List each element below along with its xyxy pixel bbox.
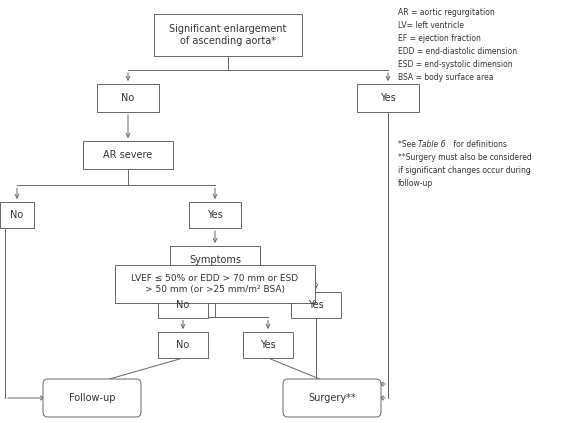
FancyBboxPatch shape [83, 141, 173, 169]
FancyBboxPatch shape [189, 202, 241, 228]
FancyBboxPatch shape [283, 379, 381, 417]
FancyBboxPatch shape [170, 246, 260, 274]
Text: No: No [176, 300, 190, 310]
FancyBboxPatch shape [0, 202, 34, 228]
FancyBboxPatch shape [97, 84, 159, 112]
Text: EF = ejection fraction: EF = ejection fraction [398, 34, 481, 43]
Text: No: No [121, 93, 135, 103]
Text: No: No [176, 340, 190, 350]
Text: Symptoms: Symptoms [189, 255, 241, 265]
Text: Table 6: Table 6 [418, 140, 446, 149]
FancyBboxPatch shape [115, 265, 315, 303]
Text: No: No [10, 210, 24, 220]
FancyBboxPatch shape [291, 292, 341, 318]
Text: Significant enlargement
of ascending aorta*: Significant enlargement of ascending aor… [169, 24, 287, 46]
Text: AR = aortic regurgitation: AR = aortic regurgitation [398, 8, 495, 17]
FancyBboxPatch shape [357, 84, 419, 112]
FancyBboxPatch shape [154, 14, 302, 56]
Text: Surgery**: Surgery** [308, 393, 356, 403]
Text: AR severe: AR severe [103, 150, 153, 160]
FancyBboxPatch shape [243, 332, 293, 358]
FancyBboxPatch shape [158, 332, 208, 358]
Text: for definitions: for definitions [451, 140, 507, 149]
Text: Yes: Yes [260, 340, 276, 350]
Text: Follow-up: Follow-up [69, 393, 115, 403]
Text: Yes: Yes [308, 300, 324, 310]
FancyBboxPatch shape [43, 379, 141, 417]
Text: *See: *See [398, 140, 418, 149]
FancyBboxPatch shape [158, 292, 208, 318]
Text: if significant changes occur during: if significant changes occur during [398, 166, 531, 175]
Text: LV= left ventricle: LV= left ventricle [398, 21, 464, 30]
Text: BSA = body surface area: BSA = body surface area [398, 73, 494, 82]
Text: EDD = end-diastolic dimension: EDD = end-diastolic dimension [398, 47, 517, 56]
Text: follow-up: follow-up [398, 179, 434, 188]
Text: Yes: Yes [380, 93, 396, 103]
Text: Yes: Yes [207, 210, 223, 220]
Text: LVEF ≤ 50% or EDD > 70 mm or ESD
> 50 mm (or >25 mm/m² BSA): LVEF ≤ 50% or EDD > 70 mm or ESD > 50 mm… [131, 274, 299, 294]
Text: **Surgery must also be considered: **Surgery must also be considered [398, 153, 532, 162]
Text: ESD = end-systolic dimension: ESD = end-systolic dimension [398, 60, 513, 69]
